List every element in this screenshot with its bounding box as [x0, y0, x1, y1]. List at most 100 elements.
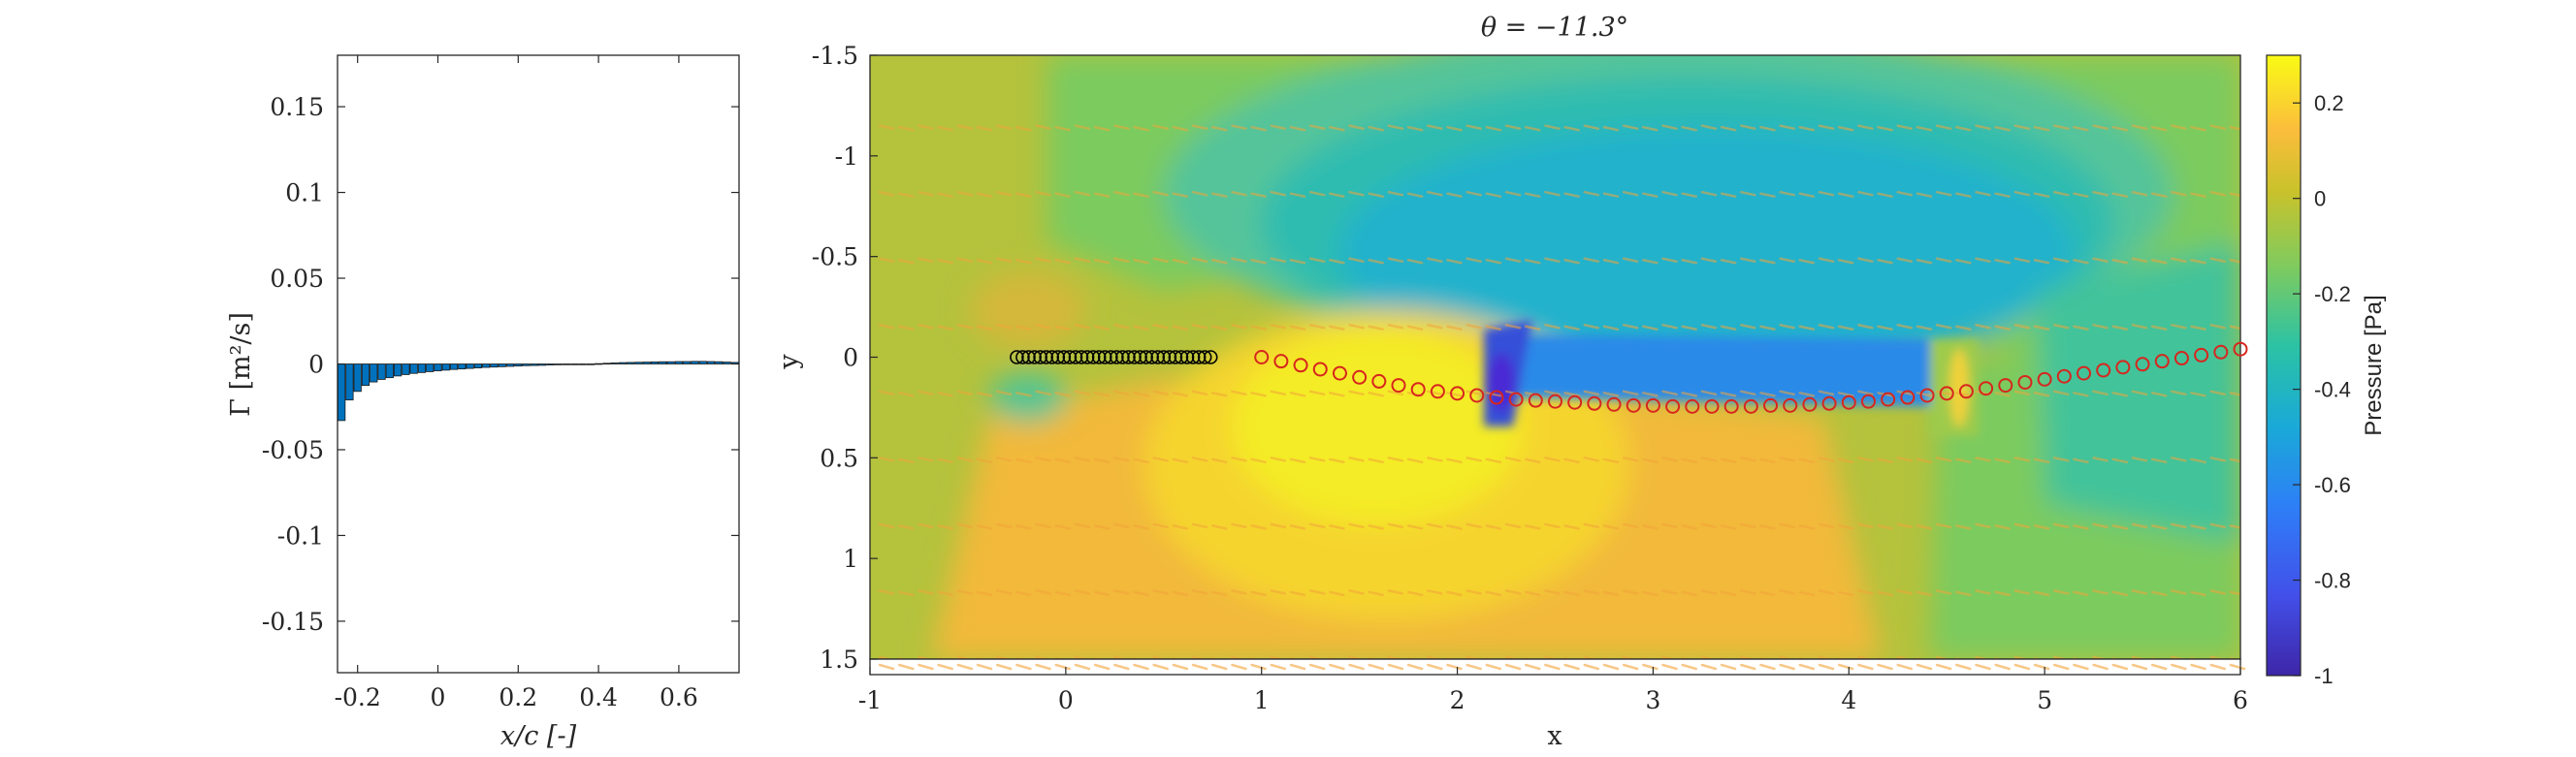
velocity-arrow [1583, 522, 1600, 529]
velocity-arrow [1818, 190, 1835, 197]
velocity-arrow [1427, 324, 1443, 330]
plate-marker [1203, 350, 1218, 364]
velocity-arrow [1427, 663, 1443, 671]
velocity-arrow [1308, 257, 1326, 263]
velocity-arrow [1054, 524, 1072, 530]
velocity-arrow [1427, 457, 1443, 462]
velocity-arrow [1172, 325, 1189, 331]
bar [522, 363, 531, 366]
velocity-arrow [2033, 663, 2050, 671]
velocity-arrow [2171, 257, 2187, 263]
velocity-arrow [1270, 663, 1287, 671]
velocity-arrow [1133, 392, 1149, 397]
velocity-arrow [937, 663, 953, 671]
plate-marker [1091, 350, 1107, 364]
velocity-arrow [1779, 663, 1795, 671]
field-x-label: x [1547, 721, 1562, 751]
velocity-arrow [1661, 663, 1678, 671]
velocity-arrow [1896, 190, 1913, 197]
wake-marker [2233, 341, 2248, 357]
bar-y-tick-label: 0 [308, 351, 324, 379]
velocity-arrow [1035, 190, 1051, 197]
bar-x-axis: -0.2 0 0.2 0.4 0.6 [335, 55, 698, 711]
velocity-arrow [1583, 257, 1600, 263]
bar-x-label: x/c [-] [500, 721, 577, 751]
velocity-arrow [2209, 663, 2226, 671]
velocity-arrow [2131, 522, 2148, 529]
velocity-arrow [1308, 324, 1326, 330]
velocity-arrow [1563, 325, 1580, 331]
velocity-arrow [2073, 663, 2089, 671]
velocity-arrow [1955, 663, 1972, 671]
velocity-arrow [1191, 124, 1208, 130]
velocity-arrow [1289, 590, 1306, 597]
bar [393, 363, 402, 377]
wake-marker [1587, 395, 1602, 411]
velocity-arrow [1054, 392, 1072, 397]
velocity-arrow [976, 258, 993, 265]
velocity-arrow [937, 457, 953, 464]
velocity-arrow [1093, 663, 1111, 671]
bar [554, 363, 563, 365]
velocity-arrow [2150, 663, 2168, 671]
velocity-arrow [1015, 125, 1032, 132]
velocity-arrow [2131, 589, 2148, 595]
velocity-arrow [1700, 663, 1718, 671]
velocity-arrow [1250, 457, 1267, 464]
velocity-arrow [1152, 663, 1169, 671]
velocity-arrow [1348, 324, 1365, 330]
plate-marker [1191, 350, 1207, 364]
velocity-arrow [1446, 663, 1463, 671]
velocity-arrow [1308, 124, 1326, 130]
velocity-arrow [1740, 124, 1756, 130]
velocity-arrow [1700, 589, 1718, 595]
velocity-arrow [1015, 392, 1032, 397]
velocity-arrow [918, 124, 934, 130]
velocity-arrow [1798, 125, 1816, 132]
wake-marker [1958, 384, 1974, 399]
velocity-arrow [1818, 663, 1835, 671]
velocity-arrow [1250, 590, 1267, 597]
colorbar-gradient [2266, 54, 2302, 677]
velocity-arrow [1916, 524, 1933, 530]
velocity-arrow [956, 124, 974, 130]
velocity-arrow [1289, 192, 1306, 198]
velocity-arrow [898, 125, 915, 132]
plate-marker [1156, 350, 1172, 364]
velocity-arrow [1113, 324, 1130, 330]
velocity-arrow [1308, 522, 1326, 529]
velocity-arrow [1896, 257, 1913, 263]
velocity-arrow [1681, 457, 1697, 464]
velocity-arrow [1544, 663, 1561, 671]
velocity-arrow [1779, 190, 1795, 197]
velocity-arrow [1740, 190, 1756, 197]
bar [402, 363, 410, 375]
bar-x-tick-label: 0.6 [660, 683, 698, 711]
wake-marker [1567, 394, 1583, 410]
velocity-arrow [1387, 522, 1404, 529]
velocity-arrow [956, 663, 974, 671]
velocity-arrow [2131, 124, 2148, 130]
field-x-tick-label: 2 [1450, 686, 1465, 714]
velocity-arrow [1563, 524, 1580, 530]
velocity-arrow [2073, 457, 2089, 464]
bar [449, 363, 459, 370]
velocity-arrow [1837, 325, 1854, 331]
velocity-arrow [956, 390, 974, 396]
velocity-arrow [1406, 524, 1424, 530]
velocity-arrow [1955, 392, 1972, 397]
field-x-tick-label: 3 [1645, 686, 1660, 714]
velocity-arrow [1329, 663, 1345, 671]
velocity-arrow [1524, 125, 1541, 132]
bar [426, 363, 435, 372]
velocity-arrow [1524, 663, 1541, 671]
field-y-tick-label: -1 [835, 142, 858, 171]
velocity-arrow [1211, 663, 1228, 671]
wake-marker [1783, 397, 1798, 413]
velocity-arrow [918, 589, 934, 595]
velocity-arrow [1406, 325, 1424, 331]
wake-marker [2213, 344, 2229, 360]
velocity-arrow [1563, 392, 1580, 397]
velocity-arrow [1113, 124, 1130, 130]
velocity-arrow [1270, 257, 1287, 263]
